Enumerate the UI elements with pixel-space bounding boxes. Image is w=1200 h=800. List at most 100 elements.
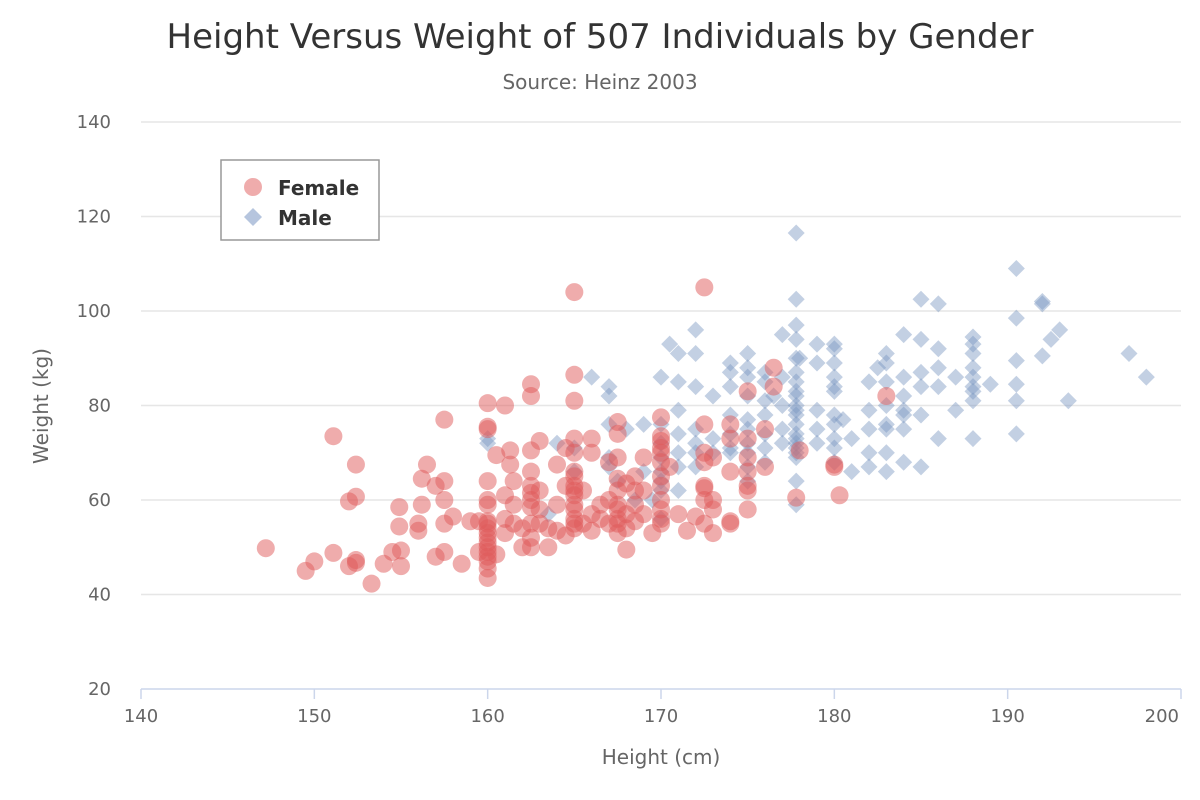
male-point[interactable]	[912, 406, 930, 424]
male-point[interactable]	[912, 290, 930, 308]
male-point[interactable]	[1059, 392, 1077, 410]
male-point[interactable]	[895, 420, 913, 438]
female-point[interactable]	[539, 538, 558, 557]
female-point[interactable]	[346, 553, 365, 572]
male-point[interactable]	[787, 290, 805, 308]
male-point[interactable]	[787, 401, 805, 419]
male-point[interactable]	[825, 430, 843, 448]
female-point[interactable]	[608, 424, 627, 443]
female-point[interactable]	[452, 554, 471, 573]
male-point[interactable]	[860, 458, 878, 476]
male-point[interactable]	[687, 345, 705, 363]
female-point[interactable]	[574, 481, 592, 500]
male-point[interactable]	[787, 382, 805, 400]
female-point[interactable]	[522, 387, 540, 406]
male-point[interactable]	[895, 401, 913, 419]
female-point[interactable]	[412, 469, 431, 488]
female-point[interactable]	[756, 420, 774, 439]
female-point[interactable]	[435, 472, 454, 491]
male-point[interactable]	[669, 444, 687, 462]
male-point[interactable]	[825, 406, 843, 424]
male-point[interactable]	[964, 345, 982, 363]
male-point[interactable]	[773, 397, 791, 414]
male-point[interactable]	[1137, 368, 1155, 386]
male-point[interactable]	[964, 359, 982, 377]
male-point[interactable]	[773, 420, 791, 438]
male-point[interactable]	[1007, 309, 1025, 327]
female-point[interactable]	[324, 427, 343, 446]
male-point[interactable]	[843, 430, 861, 448]
male-point[interactable]	[600, 387, 618, 405]
male-point[interactable]	[687, 378, 705, 396]
male-point[interactable]	[704, 430, 722, 448]
male-point[interactable]	[787, 349, 805, 367]
male-point[interactable]	[877, 415, 895, 433]
female-point[interactable]	[660, 457, 679, 476]
female-point[interactable]	[704, 524, 722, 543]
male-point[interactable]	[834, 411, 852, 429]
female-point[interactable]	[256, 539, 275, 558]
male-point[interactable]	[787, 330, 805, 348]
female-point[interactable]	[478, 495, 497, 514]
female-point[interactable]	[305, 552, 324, 571]
male-point[interactable]	[600, 378, 618, 396]
male-point[interactable]	[652, 368, 670, 386]
female-point[interactable]	[418, 455, 436, 474]
female-point[interactable]	[324, 543, 343, 562]
male-point[interactable]	[661, 335, 679, 353]
male-point[interactable]	[860, 444, 878, 462]
legend-item-female[interactable]: Female	[244, 176, 359, 200]
legend-item-male[interactable]: Male	[244, 206, 332, 230]
female-point[interactable]	[756, 457, 774, 476]
male-point[interactable]	[964, 368, 982, 386]
male-point[interactable]	[1042, 330, 1060, 348]
male-point[interactable]	[791, 349, 809, 367]
female-point[interactable]	[444, 507, 462, 526]
male-point[interactable]	[773, 326, 791, 344]
female-point[interactable]	[721, 462, 740, 481]
male-point[interactable]	[947, 368, 965, 386]
female-point[interactable]	[362, 574, 381, 593]
female-point[interactable]	[764, 377, 783, 396]
male-point[interactable]	[1007, 352, 1025, 370]
male-point[interactable]	[808, 434, 826, 452]
female-point[interactable]	[522, 538, 540, 557]
male-point[interactable]	[964, 392, 982, 410]
male-point[interactable]	[825, 354, 843, 372]
female-point[interactable]	[738, 462, 757, 481]
male-point[interactable]	[669, 482, 687, 500]
female-point[interactable]	[582, 429, 601, 448]
female-point[interactable]	[522, 462, 540, 481]
female-point[interactable]	[790, 441, 809, 460]
male-point[interactable]	[721, 378, 739, 396]
female-point[interactable]	[830, 486, 849, 505]
male-point[interactable]	[912, 330, 930, 348]
female-point[interactable]	[738, 481, 757, 500]
female-point[interactable]	[565, 443, 584, 462]
male-point[interactable]	[687, 321, 705, 339]
male-point[interactable]	[787, 373, 805, 391]
male-point[interactable]	[825, 439, 843, 457]
female-point[interactable]	[409, 514, 428, 533]
female-point[interactable]	[652, 476, 670, 495]
male-point[interactable]	[877, 420, 895, 438]
male-point[interactable]	[825, 378, 843, 396]
male-point[interactable]	[929, 378, 947, 396]
female-point[interactable]	[678, 521, 696, 540]
female-point[interactable]	[435, 542, 454, 561]
male-point[interactable]	[787, 316, 805, 334]
female-point[interactable]	[496, 396, 514, 415]
male-point[interactable]	[739, 368, 757, 386]
female-point[interactable]	[704, 500, 722, 519]
male-point[interactable]	[877, 354, 895, 372]
female-point[interactable]	[390, 498, 409, 517]
male-point[interactable]	[787, 224, 805, 242]
female-point[interactable]	[392, 541, 410, 560]
female-point[interactable]	[412, 495, 431, 514]
male-point[interactable]	[787, 397, 805, 414]
male-point[interactable]	[860, 420, 878, 438]
male-point[interactable]	[895, 387, 913, 405]
male-point[interactable]	[825, 340, 843, 358]
female-point[interactable]	[530, 481, 549, 500]
female-point[interactable]	[565, 429, 584, 448]
